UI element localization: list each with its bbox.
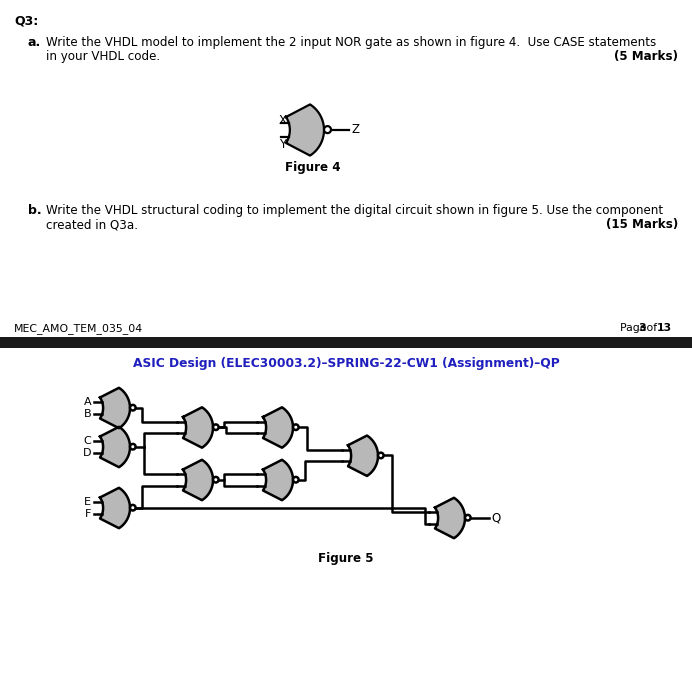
Text: Y: Y	[279, 138, 286, 151]
Text: Write the VHDL structural coding to implement the digital circuit shown in figur: Write the VHDL structural coding to impl…	[46, 204, 663, 217]
Text: b.: b.	[28, 204, 42, 217]
Bar	[0, 337, 692, 348]
Text: 13: 13	[657, 323, 672, 333]
Circle shape	[130, 444, 136, 450]
Text: 3: 3	[638, 323, 646, 333]
Circle shape	[293, 425, 299, 430]
Text: D: D	[83, 448, 91, 458]
Text: X: X	[279, 114, 286, 127]
Polygon shape	[263, 408, 293, 448]
Text: Figure 4: Figure 4	[285, 161, 340, 174]
Text: Z: Z	[352, 123, 360, 136]
Polygon shape	[100, 388, 130, 428]
Text: Q3:: Q3:	[14, 14, 38, 27]
Polygon shape	[348, 435, 378, 476]
Polygon shape	[100, 488, 130, 528]
Circle shape	[293, 477, 299, 483]
Circle shape	[378, 453, 383, 458]
Text: created in Q3a.: created in Q3a.	[46, 218, 138, 231]
Text: a.: a.	[28, 36, 42, 49]
Text: E: E	[84, 498, 91, 507]
Text: B: B	[84, 409, 91, 418]
Polygon shape	[183, 460, 213, 500]
Text: (15 Marks): (15 Marks)	[606, 218, 678, 231]
Polygon shape	[183, 408, 213, 448]
Text: F: F	[85, 508, 91, 518]
Text: MEC_AMO_TEM_035_04: MEC_AMO_TEM_035_04	[14, 323, 143, 334]
Text: Figure 5: Figure 5	[318, 552, 374, 565]
Text: in your VHDL code.: in your VHDL code.	[46, 50, 160, 63]
Circle shape	[465, 515, 471, 521]
Circle shape	[130, 505, 136, 510]
Text: Page: Page	[620, 323, 650, 333]
Text: A: A	[84, 397, 91, 408]
Circle shape	[213, 425, 219, 430]
Text: of: of	[643, 323, 661, 333]
Circle shape	[324, 126, 331, 133]
Circle shape	[130, 405, 136, 410]
Text: (5 Marks): (5 Marks)	[614, 50, 678, 63]
Text: C: C	[84, 436, 91, 446]
Polygon shape	[263, 460, 293, 500]
Polygon shape	[100, 427, 130, 467]
Text: Write the VHDL model to implement the 2 input NOR gate as shown in figure 4.  Us: Write the VHDL model to implement the 2 …	[46, 36, 656, 49]
Text: ASIC Design (ELEC30003.2)–SPRING-22-CW1 (Assignment)–QP: ASIC Design (ELEC30003.2)–SPRING-22-CW1 …	[133, 357, 559, 370]
Polygon shape	[435, 498, 465, 538]
Circle shape	[213, 477, 219, 483]
Text: Q: Q	[491, 511, 501, 524]
Polygon shape	[286, 104, 324, 155]
